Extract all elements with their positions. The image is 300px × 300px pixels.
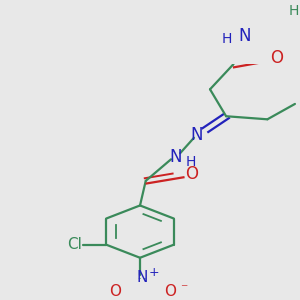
Text: H: H	[185, 155, 196, 170]
Text: +: +	[148, 266, 159, 279]
Text: H: H	[289, 4, 299, 18]
Text: N: N	[190, 126, 203, 144]
Text: Cl: Cl	[67, 237, 82, 252]
Text: ⁻: ⁻	[180, 282, 187, 296]
Text: O: O	[270, 49, 283, 67]
Text: O: O	[109, 284, 121, 299]
Text: N: N	[136, 270, 148, 285]
Text: O: O	[185, 165, 198, 183]
Text: N: N	[238, 27, 251, 45]
Text: N: N	[169, 148, 182, 166]
Text: H: H	[222, 32, 232, 46]
Text: O: O	[164, 284, 176, 299]
